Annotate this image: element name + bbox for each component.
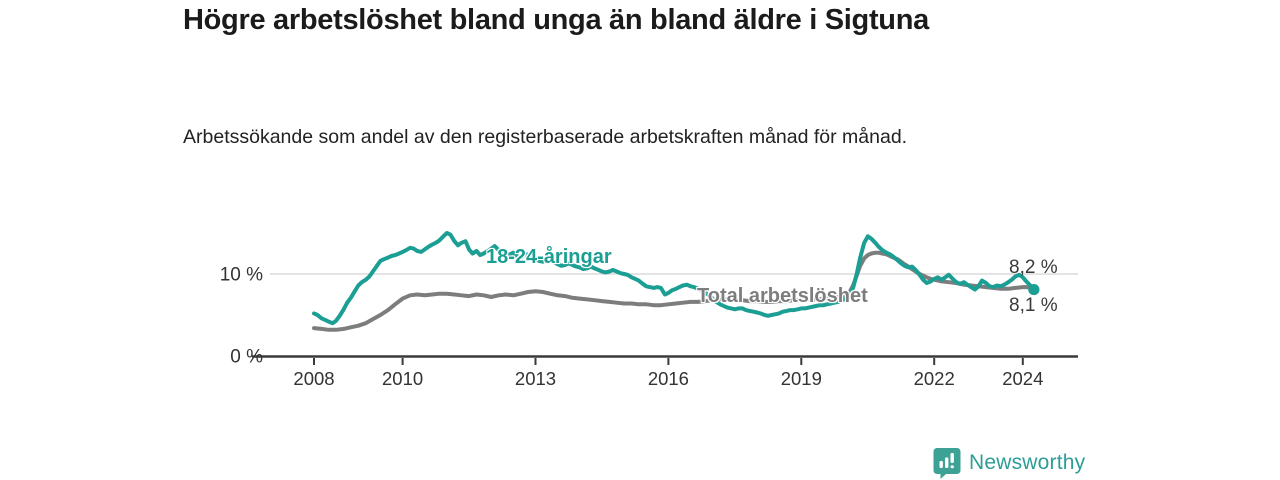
x-tick-label: 2008 [293,368,334,389]
x-axis [252,355,1078,365]
y-tick-label: 0 % [230,347,263,368]
x-axis-tick-labels: 2008 2010 2013 2016 2019 2022 2024 [293,368,1043,389]
page-title: Högre arbetslöshet bland unga än bland ä… [183,4,929,36]
series-label-total: Total arbetslöshet [697,285,868,307]
y-axis-tick-labels: 0 % 10 % [220,265,263,368]
x-tick-label: 2019 [781,368,822,389]
x-tick-label: 2022 [914,368,955,389]
series-label-young: 18-24-åringar [486,246,612,268]
end-value-young: 8,1 % [1009,295,1058,316]
x-tick-label: 2024 [1002,368,1043,389]
young-series-end-dot [1028,283,1040,296]
series-lines-layer [312,231,1040,332]
x-tick-label: 2013 [515,368,556,389]
end-value-total: 8,2 % [1009,257,1058,278]
newsworthy-brand-text: Newsworthy [969,451,1086,474]
x-tick-label: 2016 [648,368,689,389]
series-line-young [312,231,1036,326]
y-tick-label: 10 % [220,265,263,286]
newsworthy-brand-link[interactable]: Newsworthy [933,447,1085,479]
x-tick-label: 2010 [382,368,423,389]
chart-subtitle: Arbetssökande som andel av den registerb… [183,126,908,148]
newsworthy-pin-barchart-icon [933,448,961,479]
